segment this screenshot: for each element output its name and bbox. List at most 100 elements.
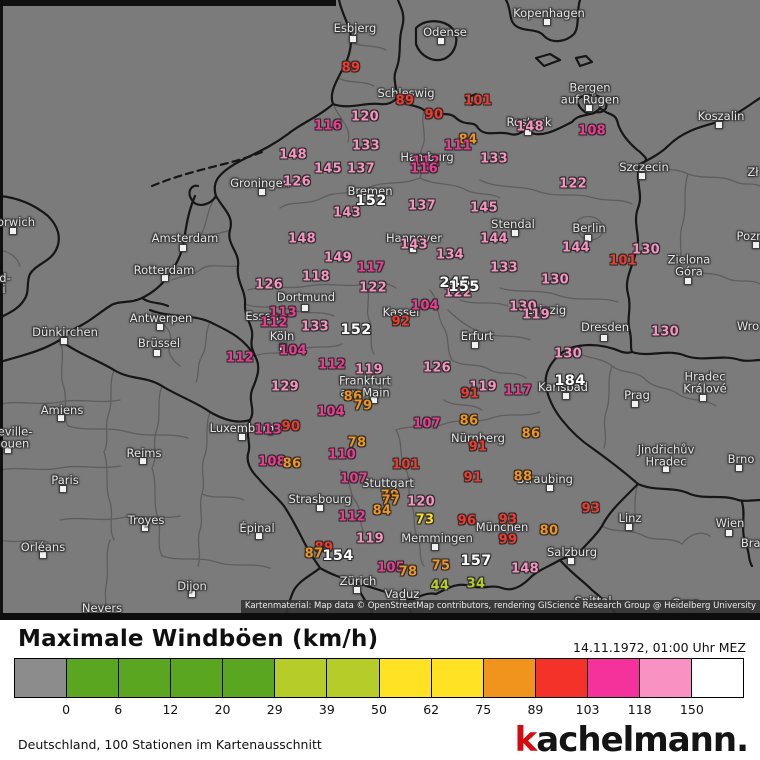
city-label: Karlsbad: [538, 379, 588, 394]
city-marker: [141, 524, 149, 532]
tick-label: 103: [575, 702, 600, 717]
station-value: 104: [278, 343, 308, 359]
station-value: 87: [304, 546, 324, 562]
city-marker: [585, 104, 593, 112]
station-value: 130: [508, 299, 538, 315]
station-value: 129: [270, 379, 300, 395]
city-label: Berlin: [572, 220, 606, 235]
station-value: 86: [282, 456, 302, 472]
city-label: Erfurt: [460, 328, 494, 343]
color-scale-cell: [379, 659, 432, 697]
station-value: 101: [463, 93, 493, 109]
tick-label: 50: [371, 702, 387, 717]
tick-label: 20: [214, 702, 231, 717]
city-marker: [9, 227, 17, 235]
city-marker: [567, 557, 575, 565]
station-value: 145: [469, 200, 499, 216]
city-label: Koszalin: [697, 108, 745, 123]
station-value: 133: [479, 151, 509, 167]
station-value: 152: [340, 322, 372, 338]
station-value: 104: [410, 298, 440, 314]
station-value: 118: [301, 269, 331, 285]
station-value: 44: [430, 578, 450, 594]
city-marker: [584, 234, 592, 242]
color-scale-cell: [275, 659, 328, 697]
city-label: Memmingen: [401, 530, 473, 545]
tick-label: 62: [423, 702, 440, 717]
city-marker: [725, 529, 733, 537]
station-value: 119: [355, 531, 385, 547]
city-marker: [156, 323, 164, 331]
color-scale-cell: [119, 659, 172, 697]
station-value: 110: [327, 447, 357, 463]
city-marker: [562, 392, 570, 400]
color-scale-cell: [483, 659, 536, 697]
city-marker: [431, 543, 439, 551]
station-value: 34: [466, 576, 486, 592]
city-label: Jindřichův Hradec: [637, 442, 695, 469]
station-value: 184: [554, 373, 586, 389]
logo-rest: achelmann.: [536, 720, 749, 760]
station-value: 133: [351, 138, 381, 154]
tick-label: 150: [679, 702, 704, 717]
station-value: 122: [558, 176, 588, 192]
color-scale-cell: [15, 659, 68, 697]
city-marker: [179, 244, 187, 252]
station-value: 86: [343, 389, 363, 405]
station-value: 119: [354, 362, 384, 378]
station-value: 86: [521, 426, 541, 442]
wind-gust-map: Kopenhagen Esbjerg Odense Schleswig Bergen a…: [0, 0, 760, 620]
city-label: Rostock: [506, 114, 552, 129]
city-label: Dijon: [177, 578, 207, 593]
station-value: 152: [355, 193, 387, 209]
station-value: 88: [513, 469, 533, 485]
city-label: Stendal: [491, 216, 535, 231]
map-frame-top: [0, 0, 336, 6]
color-scale-cell: [171, 659, 224, 697]
station-value: 133: [300, 319, 330, 335]
city-marker: [735, 464, 743, 472]
station-value: 84: [372, 503, 392, 519]
station-value: 104: [316, 404, 346, 420]
station-value: 79: [380, 488, 400, 504]
city-label: Straubing: [517, 471, 573, 486]
city-label: Reims: [126, 445, 162, 460]
city-label: Szczecin: [619, 159, 669, 174]
station-value: 133: [489, 260, 519, 276]
city-label: Brüssel: [137, 335, 181, 350]
city-label: Wro: [736, 318, 760, 333]
station-value: 86: [459, 413, 479, 429]
city-marker: [57, 414, 65, 422]
city-label: Nevers: [81, 600, 123, 615]
station-value: 99: [498, 532, 518, 548]
station-value: 120: [350, 109, 380, 125]
map-attribution: Kartenmaterial: Map data © OpenStreetMap…: [240, 600, 760, 613]
station-value: 107: [339, 471, 369, 487]
city-label: Nürnberg: [451, 430, 505, 445]
city-label: Zürich: [339, 573, 377, 588]
station-value: 134: [435, 247, 465, 263]
city-marker: [511, 229, 519, 237]
city-label: Rotterdam: [133, 262, 195, 277]
city-marker: [471, 341, 479, 349]
city-label: Brno: [727, 451, 755, 466]
map-frame-left: [0, 0, 3, 620]
tick-label: 12: [162, 702, 179, 717]
city-marker: [349, 35, 357, 43]
station-value: 149: [323, 250, 353, 266]
station-value: 112: [411, 154, 441, 170]
station-value: 91: [460, 386, 480, 402]
city-label: Épinal: [239, 520, 275, 535]
city-marker: [59, 485, 67, 493]
station-value: 89: [395, 93, 415, 109]
station-value: 119: [521, 307, 551, 323]
station-value: 90: [281, 419, 301, 435]
station-value: 111: [443, 138, 473, 154]
station-value: 113: [268, 305, 298, 321]
city-marker: [301, 304, 309, 312]
station-value: 157: [460, 553, 492, 569]
station-value: 91: [468, 439, 488, 455]
logo-k: k: [514, 720, 538, 760]
station-value: 154: [322, 548, 354, 564]
station-value: 96: [457, 513, 477, 529]
